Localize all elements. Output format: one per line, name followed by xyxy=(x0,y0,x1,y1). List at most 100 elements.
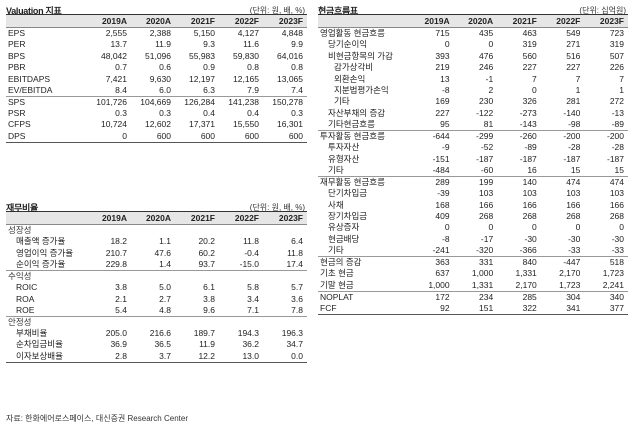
value-cell: 194.3 xyxy=(237,327,259,338)
value-cell: 281 xyxy=(566,96,581,107)
valuation-table: 2019A 2020A 2021F 2022F 2023F EPS 2,555 2,388 5… xyxy=(6,14,307,143)
value-cell: 17,371 xyxy=(189,119,215,130)
value-cell: 272 xyxy=(609,96,624,107)
value-cell: 227 xyxy=(566,62,581,73)
row-label: EPS xyxy=(8,28,26,38)
value-cell: -28 xyxy=(568,142,581,153)
row-label: 투자활동 현금흐름 xyxy=(318,130,410,143)
value-cell: -9 xyxy=(442,142,450,153)
value-cell: 36.5 xyxy=(154,339,171,350)
table-header-row: 2019A 2020A 2021F 2022F 2023F xyxy=(6,14,307,28)
table-row: BPS 48,042 51,096 55,983 59,830 64,016 xyxy=(6,50,307,61)
value-cell: 0.9 xyxy=(203,62,215,73)
row-label: 당기순이익 xyxy=(328,39,368,50)
value-cell: 48,042 xyxy=(101,50,127,61)
table-header-row: 2019A 2020A 2021F 2022F 2023F xyxy=(6,211,307,225)
table-row: ROE 5.4 4.8 9.6 7.1 7.8 xyxy=(6,305,307,317)
value-cell: 1.4 xyxy=(159,258,171,269)
value-cell: 0.7 xyxy=(115,62,127,73)
value-cell: 340 xyxy=(584,290,628,303)
value-cell: 81 xyxy=(483,119,494,130)
value-cell: 216.6 xyxy=(149,327,171,338)
row-label: 순차입금비율 xyxy=(16,339,63,350)
value-cell: 363 xyxy=(410,256,454,269)
value-cell: 474 xyxy=(584,175,628,188)
value-cell: 13,065 xyxy=(277,73,303,84)
ratios-unit: (단위: 원, 배, %) xyxy=(249,203,305,212)
value-cell: -15.0 xyxy=(239,258,259,269)
value-cell: -122 xyxy=(476,107,494,118)
header-cell-blank xyxy=(318,14,410,28)
value-cell: -187 xyxy=(476,153,494,164)
header-cell-year: 2023F xyxy=(263,211,307,225)
row-label: DPS xyxy=(6,130,87,143)
value-cell: 199 xyxy=(453,175,498,188)
header-cell-year: 2023F xyxy=(263,14,307,28)
value-cell: 1,000 xyxy=(428,279,450,290)
value-cell: -17 xyxy=(480,233,494,244)
value-cell: 723 xyxy=(609,28,624,38)
value-cell: 600 xyxy=(219,130,263,143)
table-row: 기초 현금 637 1,000 1,331 2,170 1,723 xyxy=(318,268,628,279)
table-row: 순차입금비율 36.9 36.5 11.9 36.2 34.7 xyxy=(6,339,307,350)
value-cell: 15,550 xyxy=(233,119,259,130)
value-cell: 16 xyxy=(527,164,537,175)
value-cell: 151 xyxy=(453,302,498,315)
cashflow-unit: (단위: 십억원) xyxy=(579,6,626,15)
value-cell: -484 xyxy=(432,164,450,175)
value-cell: 246 xyxy=(479,62,494,73)
value-cell: 0.3 xyxy=(115,107,127,118)
row-label: NOPLAT xyxy=(318,290,410,303)
value-cell: 20.2 xyxy=(198,236,215,247)
valuation-header: Valuation 지표 (단위: 원, 배, %) xyxy=(6,0,307,16)
value-cell xyxy=(175,315,219,328)
value-cell xyxy=(263,315,307,328)
value-cell: -273 xyxy=(519,107,537,118)
header-cell-year: 2019A xyxy=(410,14,454,28)
value-cell: -33 xyxy=(568,245,581,256)
value-cell: 1,331 xyxy=(471,279,494,290)
value-cell: 103 xyxy=(566,188,581,199)
table-row: 당기순이익 0 0 319 271 319 xyxy=(318,39,628,50)
value-cell: 219 xyxy=(435,62,450,73)
row-label: 단기차입금 xyxy=(328,188,368,199)
row-label: ROIC xyxy=(16,282,38,293)
table-row: FCF 92 151 322 341 377 xyxy=(318,302,628,315)
value-cell: 2,555 xyxy=(105,28,127,38)
value-cell: 600 xyxy=(263,130,307,143)
value-cell: 6.4 xyxy=(291,236,303,247)
table-row: ROIC 3.8 5.0 6.1 5.8 5.7 xyxy=(6,282,307,293)
value-cell xyxy=(263,269,307,282)
value-cell: 16,301 xyxy=(277,119,303,130)
value-cell: 3.6 xyxy=(291,293,303,304)
value-cell: 6.3 xyxy=(203,84,215,95)
value-cell: 6.0 xyxy=(159,84,171,95)
value-cell: 11.9 xyxy=(155,39,171,50)
value-cell: 11.8 xyxy=(243,236,259,247)
value-cell: 0.3 xyxy=(159,107,171,118)
value-cell: 17.4 xyxy=(286,258,303,269)
table-row: PBR 0.7 0.6 0.9 0.8 0.8 xyxy=(6,62,307,73)
row-label: 지분법평가손익 xyxy=(334,84,389,95)
value-cell: 5,150 xyxy=(193,28,215,38)
table-row: EBITDAPS 7,421 9,630 12,197 12,165 13,065 xyxy=(6,73,307,84)
value-cell: 13.0 xyxy=(219,350,263,363)
value-cell: 168 xyxy=(435,199,450,210)
table-row: 현금의 증감 363 331 840 -447 518 xyxy=(318,256,628,269)
row-label: PBR xyxy=(8,62,26,73)
row-label: 기초 현금 xyxy=(320,268,354,279)
header-cell-year: 2022F xyxy=(219,14,263,28)
header-cell-year: 2019A xyxy=(87,211,131,225)
row-label: 투자자산 xyxy=(328,142,360,153)
row-label: ROE xyxy=(16,304,35,315)
value-cell: 507 xyxy=(609,50,624,61)
value-cell: 0 xyxy=(444,222,450,233)
value-cell: -52 xyxy=(480,142,494,153)
table-row: 외환손익 13 -1 7 7 7 xyxy=(318,73,628,84)
value-cell: 18.2 xyxy=(110,236,127,247)
row-label: 감가상각비 xyxy=(334,62,374,73)
cashflow-panel: 현금흐름표 (단위: 십억원) 2019A 2020A 2021F 2022F 2023… xyxy=(318,0,628,315)
value-cell: 331 xyxy=(453,256,498,269)
table-row: DPS 0 600 600 600 600 xyxy=(6,130,307,143)
table-row: 장기차입금 409 268 268 268 268 xyxy=(318,211,628,222)
